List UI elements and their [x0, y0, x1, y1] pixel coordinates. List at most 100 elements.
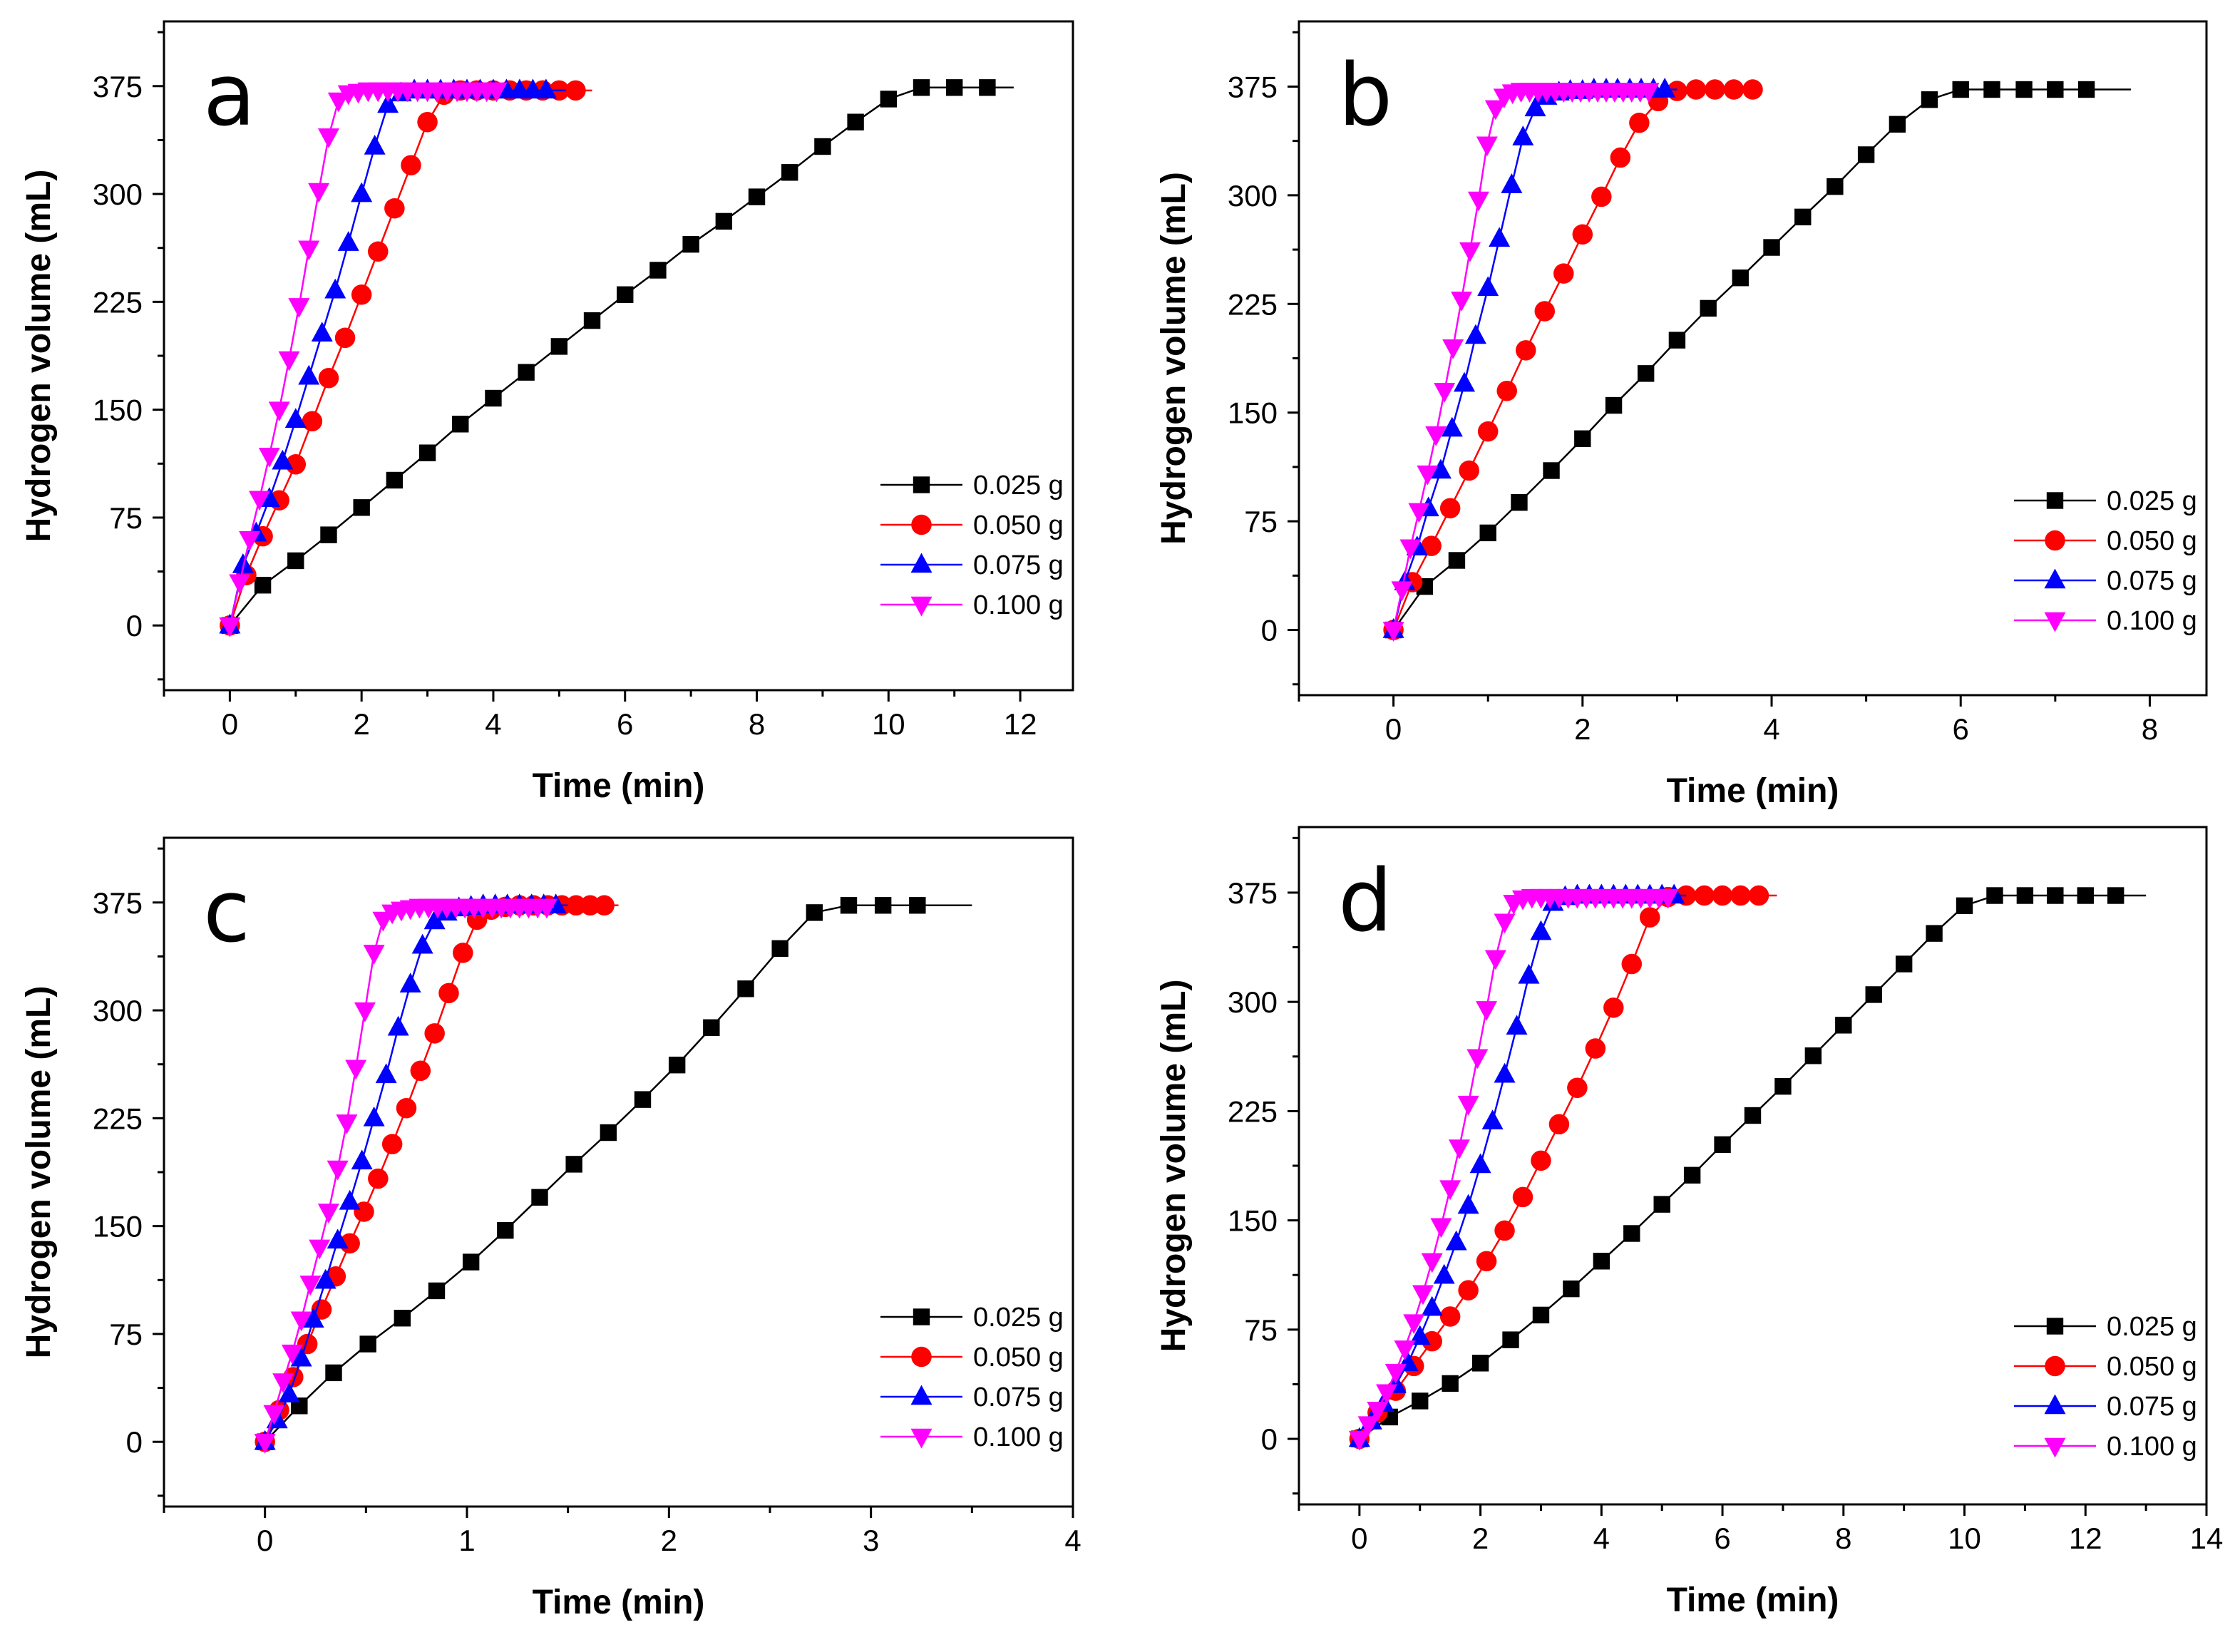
data-point	[394, 1310, 411, 1327]
data-point	[1694, 885, 1715, 906]
legend-label: 0.025 g	[2107, 1312, 2197, 1342]
data-point	[1479, 524, 1496, 542]
data-point	[1865, 986, 1882, 1003]
data-point	[1454, 371, 1476, 392]
x-tick-label: 8	[2142, 712, 2158, 746]
data-point	[1794, 208, 1812, 226]
legend-label: 0.050 g	[2107, 526, 2197, 556]
data-point	[254, 577, 272, 594]
y-tick-label: 0	[1261, 614, 1278, 647]
data-point	[1382, 622, 1404, 642]
data-point	[1442, 339, 1464, 359]
data-point	[1403, 1314, 1425, 1335]
data-point	[1494, 913, 1516, 934]
data-point	[1956, 897, 1973, 915]
data-point	[377, 93, 399, 113]
data-point	[1685, 79, 1707, 100]
data-point	[263, 1405, 285, 1425]
data-point	[354, 1201, 374, 1222]
data-point	[1464, 324, 1486, 344]
data-point	[847, 113, 864, 130]
data-point	[351, 182, 373, 202]
data-point	[462, 1253, 480, 1271]
data-point	[1639, 907, 1660, 928]
legend-marker	[2045, 530, 2065, 551]
x-tick-label: 10	[1948, 1522, 1981, 1555]
plot-frame	[163, 20, 1074, 692]
legend-label: 0.100 g	[2107, 606, 2197, 636]
data-point	[485, 82, 508, 103]
data-point	[219, 617, 241, 637]
y-tick-label: 225	[93, 1102, 143, 1135]
data-point	[453, 943, 473, 963]
data-point	[594, 895, 615, 916]
data-point	[1421, 1296, 1443, 1316]
data-point	[1585, 1038, 1606, 1059]
legend-label: 0.075 g	[2107, 1392, 2197, 1422]
data-point	[1744, 1107, 1762, 1124]
series-0025	[1351, 887, 2147, 1447]
data-point	[1742, 79, 1763, 100]
data-point	[617, 286, 634, 303]
x-axis-title: Time (min)	[1667, 772, 1839, 810]
data-point	[290, 1311, 312, 1332]
data-point	[1448, 552, 1466, 569]
series-0075	[219, 78, 566, 634]
legend-label: 0.050 g	[2107, 1352, 2197, 1382]
y-tick-label: 150	[93, 394, 143, 427]
data-point	[387, 1015, 409, 1036]
data-point	[781, 164, 798, 181]
data-point	[381, 1134, 403, 1154]
y-axis-title: Hydrogen volume (mL)	[20, 986, 58, 1359]
data-point	[309, 1239, 331, 1260]
data-point	[535, 898, 558, 919]
data-point	[368, 241, 389, 262]
data-point	[1457, 1194, 1479, 1214]
series-line	[229, 89, 500, 626]
data-point	[314, 1268, 336, 1289]
legend-label: 0.025 g	[973, 471, 1064, 501]
series-0100	[1348, 888, 1679, 1451]
data-point	[1657, 888, 1679, 909]
legend-label: 0.075 g	[973, 1382, 1064, 1412]
series-0100	[219, 82, 508, 637]
data-point	[1712, 885, 1733, 906]
data-point	[1417, 465, 1439, 486]
series-line	[229, 89, 566, 626]
y-tick-label: 150	[93, 1210, 143, 1243]
legend: 0.025 g 0.050 g 0.075 g 0.100 g	[880, 471, 1064, 620]
data-point	[1638, 83, 1660, 103]
panel-letter: a	[203, 46, 256, 145]
data-point	[2015, 81, 2033, 98]
y-tick-label: 0	[126, 609, 143, 642]
series-0100	[254, 898, 558, 1454]
x-tick-label: 14	[2190, 1522, 2224, 1555]
data-point	[1530, 920, 1552, 940]
data-point	[268, 401, 290, 422]
legend-marker	[2046, 492, 2064, 509]
data-point	[317, 1204, 339, 1223]
panel-letter: c	[203, 863, 250, 962]
data-point	[1459, 460, 1479, 481]
data-point	[1471, 1355, 1489, 1372]
data-point	[229, 574, 251, 595]
x-tick-label: 0	[257, 1524, 273, 1557]
data-point	[1430, 1218, 1452, 1238]
data-point	[272, 1373, 294, 1394]
data-point	[288, 298, 310, 318]
data-point	[399, 973, 421, 993]
data-point	[1459, 242, 1481, 262]
data-point	[979, 79, 996, 96]
data-point	[1476, 1251, 1497, 1272]
legend-label: 0.025 g	[2107, 486, 2197, 516]
data-point	[945, 79, 963, 96]
legend-label: 0.050 g	[973, 511, 1064, 540]
x-tick-label: 3	[863, 1524, 879, 1557]
data-point	[1567, 1077, 1588, 1098]
data-point	[411, 933, 433, 954]
chart-panel-b: 0 2 4 6 8 0 75 150 225 300 375 Time (min) Hydrogen v…	[1155, 20, 2208, 810]
data-point	[1603, 997, 1624, 1018]
x-tick-label: 0	[1385, 712, 1402, 746]
series-0025	[256, 897, 972, 1450]
panel-letter: d	[1338, 852, 1392, 951]
